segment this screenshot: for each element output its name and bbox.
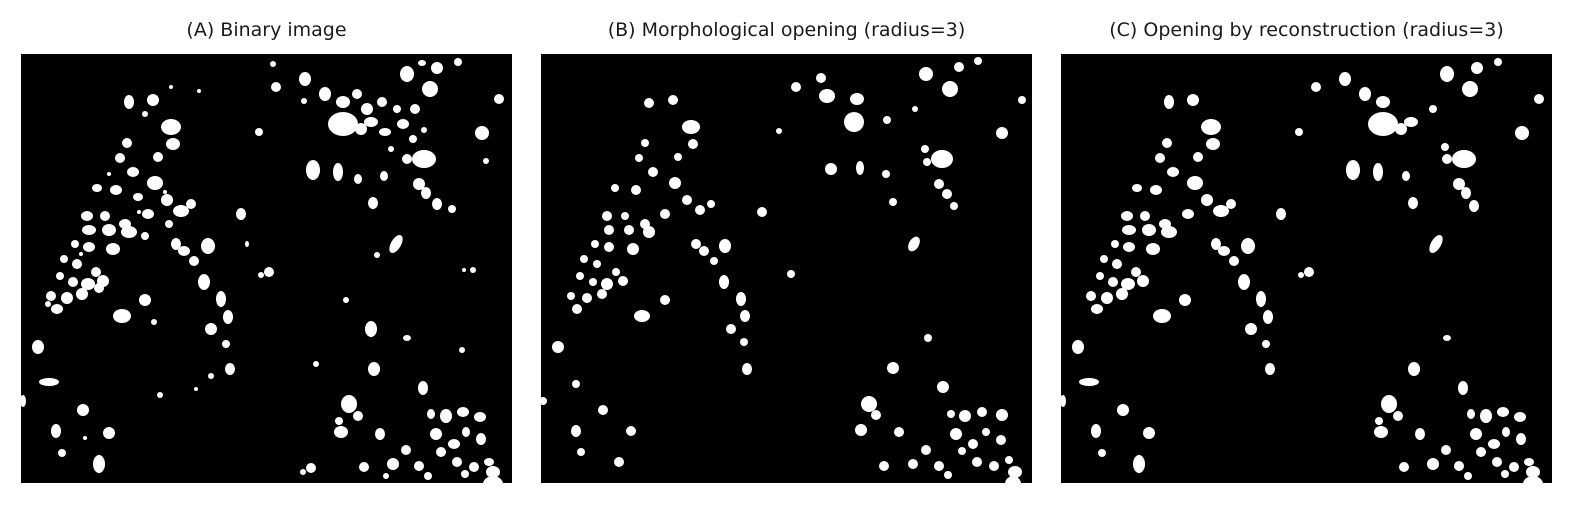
panel-title-reconstruction: (C) Opening by reconstruction (radius=3) bbox=[1109, 19, 1504, 41]
morphological-opening-panel bbox=[541, 54, 1032, 483]
opening-by-reconstruction-image bbox=[1061, 58, 1544, 483]
panel-title-binary: (A) Binary image bbox=[186, 19, 347, 41]
binary-image-panel bbox=[21, 54, 512, 483]
morphological-opening-image bbox=[541, 57, 1026, 483]
binary-image bbox=[21, 58, 504, 483]
panel-title-opening: (B) Morphological opening (radius=3) bbox=[607, 19, 966, 41]
opening-by-reconstruction-panel bbox=[1061, 54, 1552, 483]
